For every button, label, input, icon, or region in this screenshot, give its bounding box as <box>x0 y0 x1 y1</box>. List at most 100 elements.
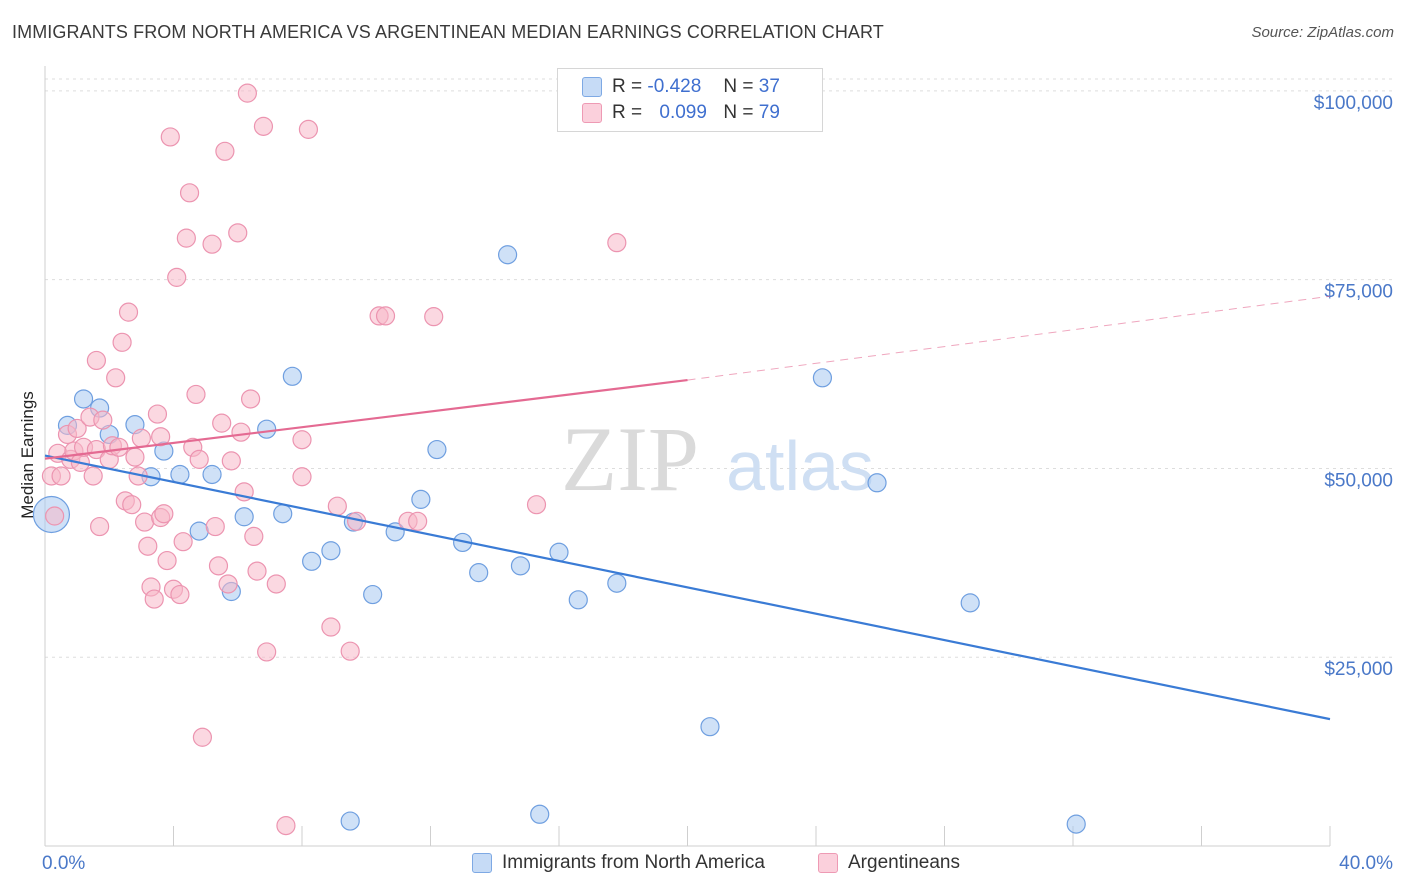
point-argentineans <box>212 413 232 433</box>
point-argentineans <box>112 332 132 352</box>
point-argentineans <box>208 556 229 576</box>
chart-title: IMMIGRANTS FROM NORTH AMERICA VS ARGENTI… <box>12 22 884 42</box>
watermark-atlas: atlas <box>726 427 874 505</box>
point-argentineans <box>215 141 235 161</box>
y-tick-label: $50,000 <box>1324 470 1393 491</box>
point-north-america <box>302 551 322 571</box>
stats-legend: R = -0.428 N = 37 R = 0.099 N = 79 <box>557 68 823 132</box>
x-tick-label: 40.0% <box>1339 853 1393 874</box>
grid-lines <box>45 78 1392 658</box>
point-argentineans <box>134 512 155 532</box>
r-value-north-america: -0.428 <box>647 76 702 97</box>
point-argentineans <box>170 584 190 605</box>
point-north-america <box>510 556 531 576</box>
point-argentineans <box>45 506 65 526</box>
point-north-america <box>363 584 383 605</box>
point-argentineans <box>221 451 241 471</box>
point-argentineans <box>228 223 248 243</box>
point-argentineans <box>157 550 177 571</box>
watermark: ZIP atlas <box>561 408 874 510</box>
y-tick-label: $25,000 <box>1324 659 1393 680</box>
point-argentineans <box>122 495 142 515</box>
point-argentineans <box>90 516 110 537</box>
point-north-america <box>498 245 518 265</box>
point-argentineans <box>231 422 251 442</box>
legend-row-north-america: R = -0.428 N = 37 <box>582 75 780 99</box>
point-argentineans <box>86 350 107 371</box>
point-argentineans <box>276 816 296 836</box>
point-argentineans <box>109 437 129 457</box>
point-north-america <box>257 419 277 439</box>
point-argentineans <box>173 532 193 552</box>
point-argentineans <box>93 410 113 430</box>
point-argentineans <box>257 642 277 662</box>
point-north-america <box>411 489 431 509</box>
point-argentineans <box>247 561 267 581</box>
n-value-argentineans: 79 <box>758 102 780 123</box>
point-argentineans <box>106 368 126 388</box>
point-north-america <box>607 573 627 593</box>
trend-lines <box>44 295 1331 721</box>
point-north-america <box>321 541 341 561</box>
point-argentineans <box>189 449 209 469</box>
point-argentineans <box>298 119 319 139</box>
point-north-america <box>282 366 302 386</box>
y-axis-label: Median Earnings <box>18 391 37 519</box>
point-north-america <box>530 804 550 824</box>
r-value-argentineans: 0.099 <box>659 102 707 123</box>
point-argentineans <box>144 589 164 609</box>
point-north-america <box>234 507 254 527</box>
point-north-america <box>170 464 190 485</box>
legend-swatch-pink <box>582 103 602 123</box>
trend-line-north-america <box>44 454 1331 721</box>
point-argentineans <box>321 617 341 637</box>
bottom-legend-label-argentineans: Argentineans <box>848 852 960 873</box>
point-argentineans <box>253 116 274 136</box>
point-argentineans <box>237 83 257 103</box>
trend-line-argentineans <box>44 378 688 460</box>
point-north-america <box>549 542 569 562</box>
point-argentineans <box>241 389 261 409</box>
bottom-legend-label-north-america: Immigrants from North America <box>502 852 765 873</box>
point-argentineans <box>176 228 196 248</box>
y-tick-label: $100,000 <box>1314 93 1393 114</box>
legend-row-argentineans: R = 0.099 N = 79 <box>582 101 780 125</box>
r-label: R = <box>612 76 643 97</box>
bottom-legend-north-america: Immigrants from North America <box>472 852 765 874</box>
legend-swatch-blue <box>582 77 602 97</box>
point-argentineans <box>218 574 238 594</box>
point-north-america <box>1066 814 1086 834</box>
point-argentineans <box>154 504 174 524</box>
point-argentineans <box>292 430 312 450</box>
point-north-america <box>867 473 887 493</box>
point-argentineans <box>192 727 213 747</box>
point-argentineans <box>125 447 145 467</box>
point-argentineans <box>244 526 264 547</box>
point-argentineans <box>266 574 286 594</box>
point-north-america <box>568 590 588 610</box>
point-argentineans <box>67 418 87 439</box>
bottom-legend-swatch-pink <box>818 853 838 873</box>
point-north-america <box>273 504 293 524</box>
source-label: Source: ZipAtlas.com <box>1251 24 1394 41</box>
point-north-america <box>427 439 447 460</box>
trend-extension-argentineans <box>687 295 1331 381</box>
point-argentineans <box>202 234 222 254</box>
point-argentineans <box>151 427 171 447</box>
bottom-legend-swatch-blue <box>472 853 492 873</box>
point-north-america <box>469 563 489 583</box>
point-argentineans <box>138 536 158 556</box>
point-north-america <box>960 593 980 613</box>
watermark-zip: ZIP <box>561 408 699 510</box>
point-argentineans <box>607 233 627 253</box>
point-argentineans <box>160 127 180 147</box>
point-argentineans <box>424 307 444 327</box>
point-argentineans <box>179 183 200 203</box>
point-argentineans <box>340 641 360 661</box>
r-label: R = <box>612 102 643 123</box>
data-points <box>32 83 1086 836</box>
point-argentineans <box>83 466 103 486</box>
point-argentineans <box>526 495 547 515</box>
n-value-north-america: 37 <box>758 76 780 97</box>
